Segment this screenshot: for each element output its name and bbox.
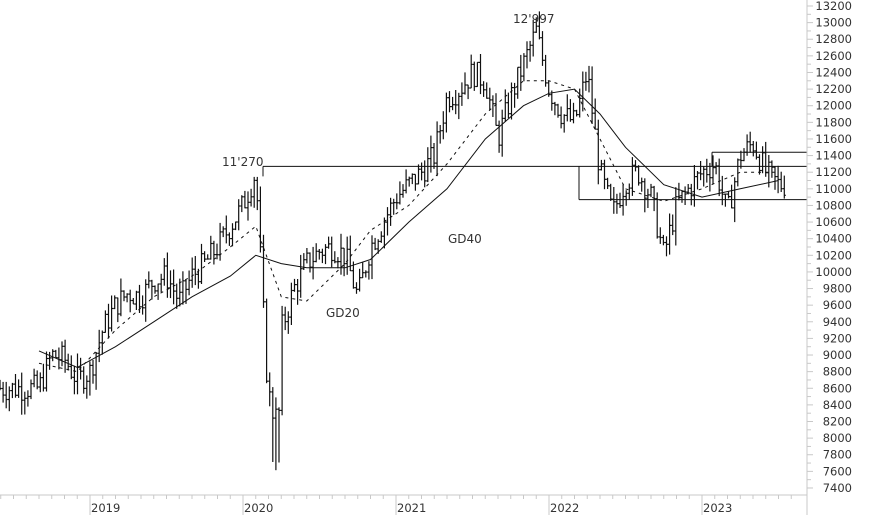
y-tick-label: 11000 bbox=[815, 182, 852, 196]
y-tick-label: 13000 bbox=[815, 16, 852, 30]
support-resistance-lines bbox=[262, 151, 807, 201]
y-tick-label: 9400 bbox=[823, 315, 852, 329]
y-tick-label: 7800 bbox=[823, 448, 852, 462]
x-tick-label: 2022 bbox=[550, 501, 579, 515]
y-tick-label: 12000 bbox=[815, 99, 852, 113]
y-tick-label: 12600 bbox=[815, 49, 852, 63]
y-tick-label: 10000 bbox=[815, 265, 852, 279]
y-tick-label: 11200 bbox=[815, 165, 852, 179]
y-tick-label: 10800 bbox=[815, 198, 852, 212]
y-tick-label: 12200 bbox=[815, 82, 852, 96]
annotations: 12'997 11'270 GD20 GD40 bbox=[222, 12, 554, 320]
y-tick-label: 8600 bbox=[823, 381, 852, 395]
high-2020-label: 11'270 bbox=[222, 155, 263, 169]
y-tick-label: 11600 bbox=[815, 132, 852, 146]
y-tick-label: 11400 bbox=[815, 149, 852, 163]
x-tick-label: 2023 bbox=[703, 501, 732, 515]
gd40-label: GD40 bbox=[448, 232, 482, 246]
y-tick-label: 8800 bbox=[823, 365, 852, 379]
y-tick-label: 12800 bbox=[815, 32, 852, 46]
ohlc-bars bbox=[0, 11, 786, 471]
y-tick-label: 9200 bbox=[823, 331, 852, 345]
y-tick-label: 9000 bbox=[823, 348, 852, 362]
y-tick-label: 13200 bbox=[815, 0, 852, 13]
y-tick-label: 9800 bbox=[823, 282, 852, 296]
x-tick-label: 2021 bbox=[397, 501, 426, 515]
plot-area bbox=[0, 11, 807, 471]
y-tick-label: 10600 bbox=[815, 215, 852, 229]
y-tick-label: 7400 bbox=[823, 481, 852, 495]
peak-label: 12'997 bbox=[513, 12, 554, 26]
gd40-line bbox=[38, 88, 779, 369]
gd20-line bbox=[38, 80, 779, 373]
y-tick-label: 8000 bbox=[823, 431, 852, 445]
x-axis: 2019 2020 2021 2022 2023 bbox=[0, 494, 807, 515]
x-tick-label: 2019 bbox=[91, 501, 120, 515]
y-tick-label: 10200 bbox=[815, 248, 852, 262]
y-axis: 13200 13000 12800 12600 12400 12200 12000 11800… bbox=[806, 0, 852, 515]
y-tick-label: 11800 bbox=[815, 115, 852, 129]
x-tick-label: 2020 bbox=[244, 501, 273, 515]
y-tick-label: 8200 bbox=[823, 415, 852, 429]
y-tick-label: 7600 bbox=[823, 464, 852, 478]
y-tick-label: 9600 bbox=[823, 298, 852, 312]
y-tick-label: 12400 bbox=[815, 65, 852, 79]
y-tick-label: 8400 bbox=[823, 398, 852, 412]
gd20-label: GD20 bbox=[326, 306, 360, 320]
y-tick-label: 10400 bbox=[815, 232, 852, 246]
